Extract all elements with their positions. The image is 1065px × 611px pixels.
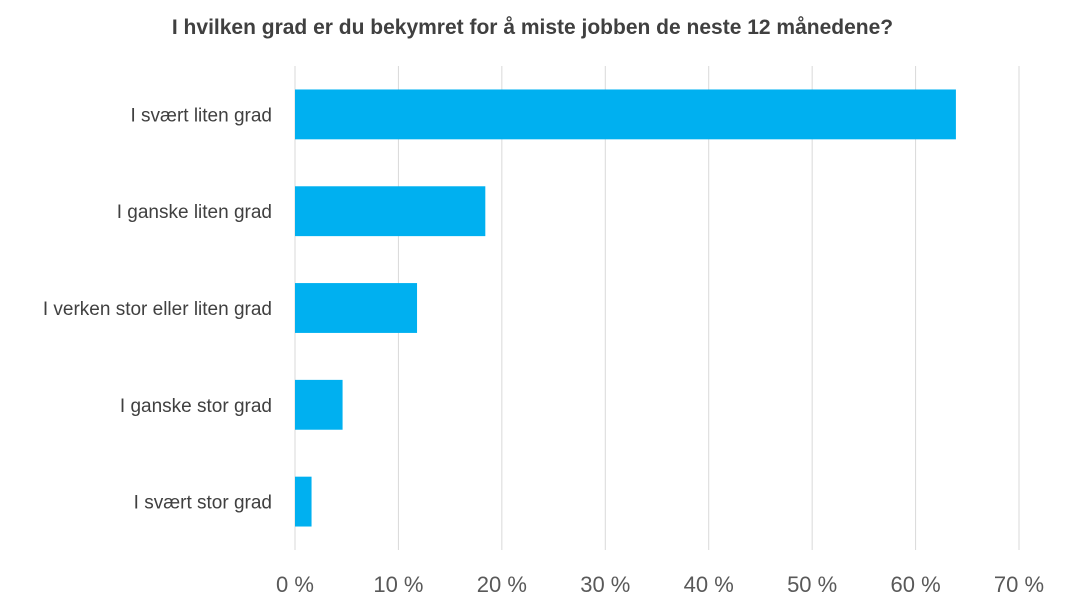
category-label-1: I svært liten grad bbox=[131, 105, 273, 126]
bars bbox=[295, 89, 956, 527]
chart-title: I hvilken grad er du bekymret for å mist… bbox=[171, 16, 894, 39]
bar-3 bbox=[295, 283, 418, 333]
x-tick-label-20: 20 % bbox=[477, 572, 527, 597]
x-tick-label-70: 70 % bbox=[994, 572, 1044, 597]
bar-4 bbox=[295, 379, 343, 430]
x-tick-label-40: 40 % bbox=[684, 572, 734, 597]
bar-1 bbox=[295, 89, 956, 140]
x-tick-label-60: 60 % bbox=[890, 572, 940, 597]
bar-5 bbox=[295, 476, 312, 527]
category-label-2: I ganske liten grad bbox=[117, 202, 272, 223]
x-tick-labels: 0 % 10 % 20 % 30 % 40 % 50 % 60 % 70 % bbox=[276, 572, 1044, 597]
category-labels: I svært liten grad I ganske liten grad I v… bbox=[43, 105, 272, 513]
category-label-4: I ganske stor grad bbox=[120, 396, 272, 417]
category-label-3: I verken stor eller liten grad bbox=[43, 299, 272, 320]
category-label-5: I svært stor grad bbox=[134, 493, 272, 514]
bar-2 bbox=[295, 186, 486, 237]
x-tick-label-30: 30 % bbox=[580, 572, 630, 597]
x-tick-label-50: 50 % bbox=[787, 572, 837, 597]
x-tick-label-0: 0 % bbox=[276, 572, 314, 597]
x-tick-label-10: 10 % bbox=[373, 572, 423, 597]
